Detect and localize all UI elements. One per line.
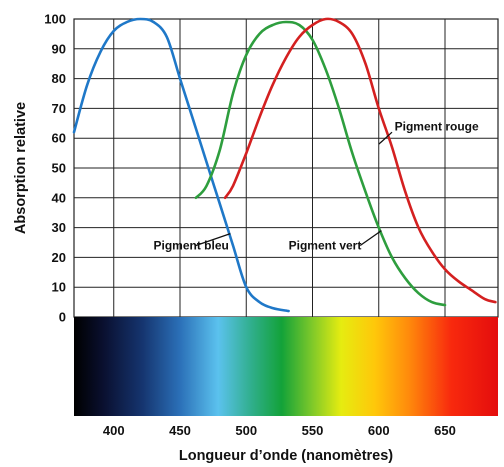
annotation-label-1: Pigment vert <box>289 238 362 252</box>
y-tick-label: 50 <box>52 161 66 176</box>
visible-spectrum-bar <box>74 317 498 416</box>
annotation-pointer-2 <box>378 131 393 145</box>
x-tick-label: 600 <box>368 423 390 438</box>
annotation-pointer-1 <box>359 230 382 247</box>
y-tick-label: 40 <box>52 190 66 205</box>
x-axis-title: Longueur d’onde (nanomètres) <box>179 448 393 464</box>
series-layer <box>72 17 497 313</box>
y-tick-label: 80 <box>52 71 66 86</box>
y-tick-label: 100 <box>44 12 66 27</box>
x-tick-label: 650 <box>434 423 456 438</box>
x-tick-label: 550 <box>302 423 324 438</box>
tick-labels: 0 10 20 30 40 50 60 70 80 90 100 400 450 500 550 600 650 <box>44 12 456 439</box>
chart-grid <box>73 18 499 318</box>
annotation-label-2: Pigment rouge <box>395 119 479 133</box>
annotation-label-0: Pigment bleu <box>154 238 229 252</box>
y-tick-label: 30 <box>52 220 66 235</box>
y-axis-title: Absorption relative <box>13 102 29 234</box>
y-tick-label: 20 <box>52 250 66 265</box>
series-line-2 <box>223 17 497 304</box>
x-tick-label: 450 <box>169 423 191 438</box>
y-tick-label: 10 <box>52 280 66 295</box>
annotation-layer: Pigment bleu Pigment vert Pigment rouge <box>154 119 479 252</box>
series-line-0 <box>72 17 290 313</box>
y-tick-label: 90 <box>52 41 66 56</box>
x-tick-label: 500 <box>235 423 257 438</box>
y-tick-label: 70 <box>52 101 66 116</box>
series-line-1 <box>194 20 447 307</box>
y-tick-label: 0 <box>59 310 66 325</box>
x-tick-label: 400 <box>103 423 125 438</box>
annotation-pointer-0 <box>195 232 231 247</box>
y-tick-label: 60 <box>52 131 66 146</box>
